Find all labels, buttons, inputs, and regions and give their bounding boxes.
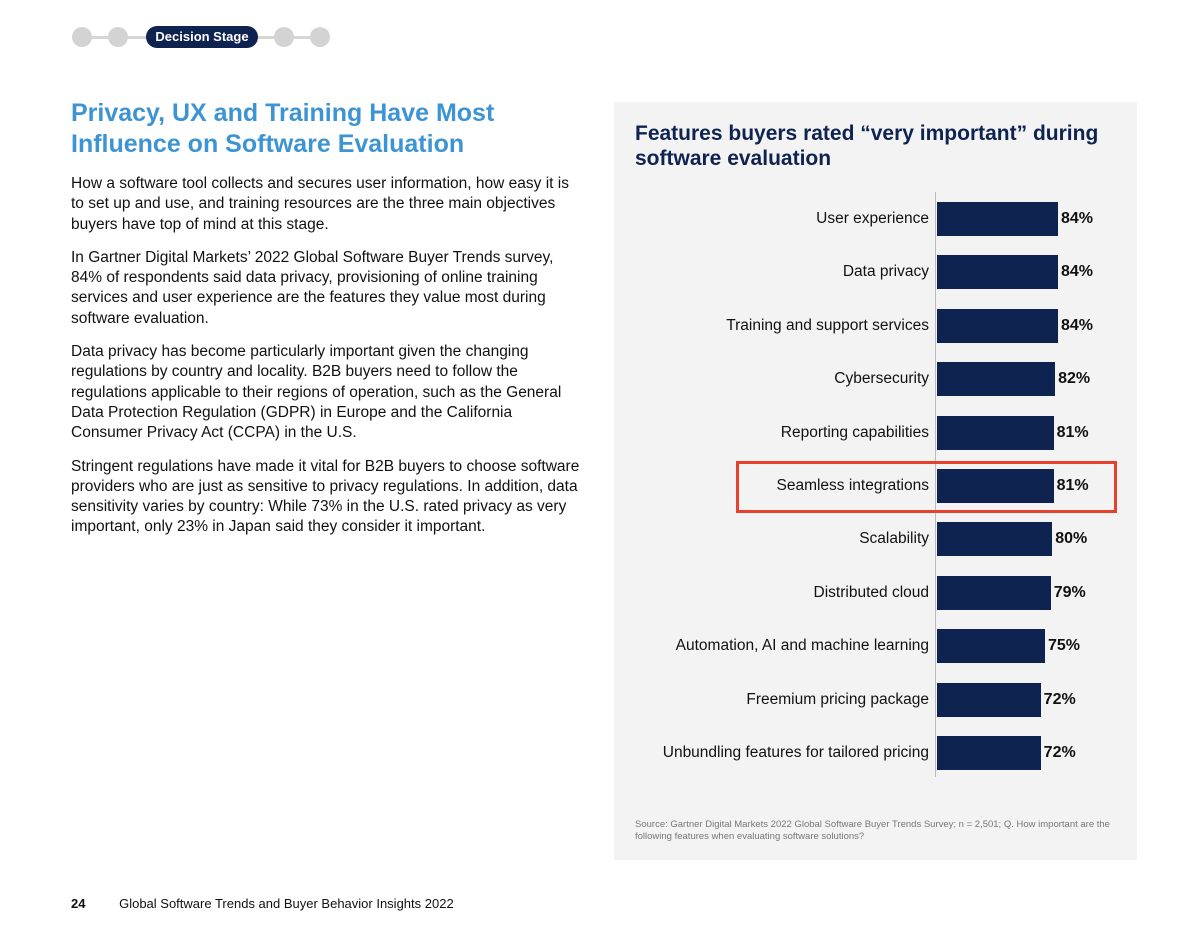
bar-row: Distributed cloud 79% [620,575,1120,610]
paragraph: In Gartner Digital Markets’ 2022 Global … [71,248,554,327]
bar-row: Training and support services 84% [620,308,1120,343]
stage-dot [108,27,128,47]
bar-row: Data privacy 84% [620,255,1120,290]
bar-row: Unbundling features for tailored pricing… [620,736,1120,770]
bar-row: Automation, AI and machine learning 75% [620,629,1120,664]
paragraph: Data privacy has become particularly imp… [71,343,562,442]
value-label: 81% [1056,423,1089,441]
bar-row: Cybersecurity 82% [620,362,1120,397]
page-heading: Privacy, UX and Training Have Most Influ… [71,99,495,158]
category-label: Data privacy [842,263,929,281]
footer: 24 Global Software Trends and Buyer Beha… [71,896,454,911]
bar-row: Seamless integrations 81% [620,469,1120,503]
stage-dot [274,27,294,47]
page-number: 24 [71,896,86,911]
bar [937,202,1058,236]
highlight-box [736,461,1117,513]
value-label: 84% [1060,316,1093,334]
bar [937,682,1041,717]
chart-title: Features buyers rated “very important” d… [635,122,1099,170]
value-label: 72% [1043,744,1076,761]
bar [937,255,1058,290]
category-label: Unbundling features for tailored pricing [662,744,929,761]
stage-progress: Decision Stage [72,26,332,48]
value-label: 75% [1048,637,1081,655]
stage-dot [72,27,92,47]
bar-row: User experience 84% [620,202,1120,236]
value-label: 81% [1056,477,1089,494]
bar [937,415,1054,450]
footer-title: Global Software Trends and Buyer Behavio… [119,896,454,911]
chart-axis [935,192,936,777]
category-label: User experience [816,210,929,227]
bar [937,575,1051,610]
category-label: Reporting capabilities [780,423,929,441]
paragraph: Stringent regulations have made it vital… [71,457,580,536]
value-label: 84% [1060,210,1093,227]
bar-row: Freemium pricing package 72% [620,682,1120,717]
bar [937,736,1041,770]
bar [937,308,1058,343]
value-label: 82% [1058,370,1091,388]
paragraph: How a software tool collects and secures… [71,175,569,233]
value-label: 80% [1055,530,1088,548]
category-label: Training and support services [726,316,929,334]
bar [937,362,1056,397]
category-label: Automation, AI and machine learning [675,637,929,655]
bar [937,522,1053,557]
category-label: Distributed cloud [813,583,929,601]
category-label: Seamless integrations [776,477,930,494]
category-label: Scalability [859,530,929,548]
bar-row: Reporting capabilities 81% [620,415,1120,450]
value-label: 79% [1053,583,1086,601]
bar [937,469,1054,503]
value-label: 84% [1060,263,1093,281]
body-text: How a software tool collects and secures… [71,174,581,551]
chart-source: Source: Gartner Digital Markets 2022 Glo… [635,819,1110,842]
stage-dot [310,27,330,47]
bar [937,629,1045,664]
stage-badge: Decision Stage [146,26,258,48]
category-label: Cybersecurity [834,370,929,388]
bar-row: Scalability 80% [620,522,1120,557]
value-label: 72% [1043,690,1076,708]
category-label: Freemium pricing package [746,690,929,708]
